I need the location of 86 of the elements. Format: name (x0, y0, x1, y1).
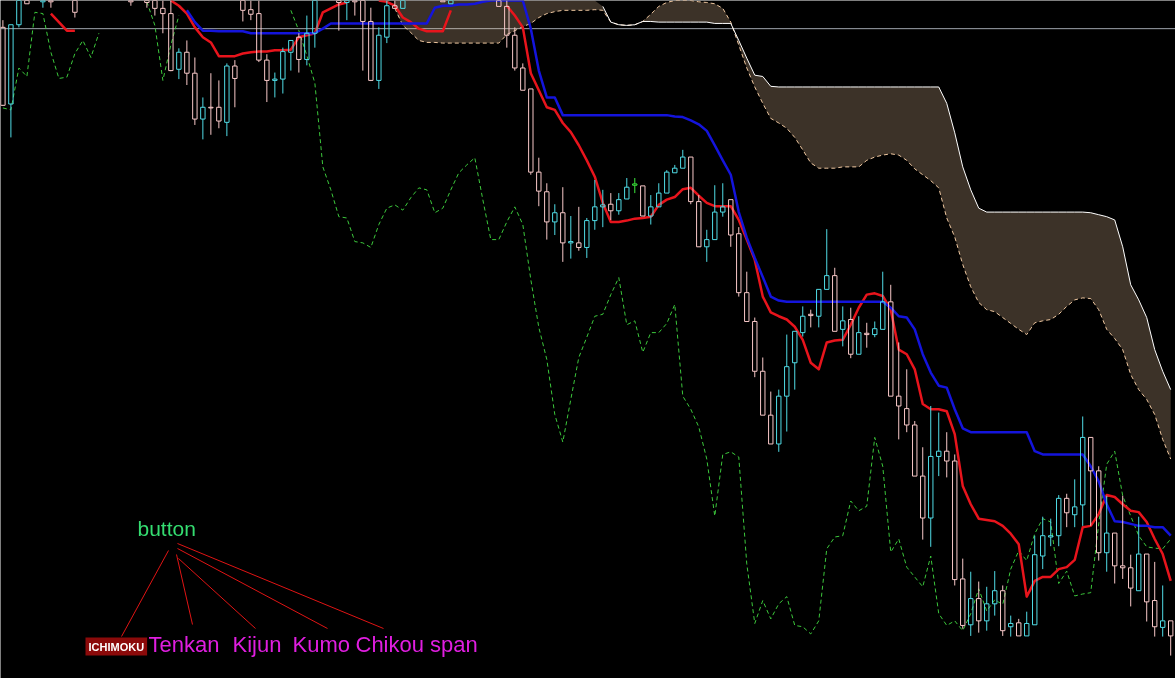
candlestick (592, 179, 598, 231)
candlestick (504, 0, 510, 49)
candlestick (1024, 611, 1030, 637)
candlestick (1000, 584, 1006, 637)
candlestick (896, 341, 902, 440)
annotation: Chikou span (355, 632, 478, 657)
candlestick (536, 157, 542, 207)
candlestick (944, 431, 950, 478)
candlestick (816, 288, 822, 328)
candlestick (744, 271, 750, 322)
candlestick (152, 0, 158, 17)
candlestick (280, 47, 286, 95)
candlestick (864, 322, 870, 349)
candlestick (1136, 516, 1142, 592)
annotation: Kumo (292, 632, 350, 657)
candlestick (296, 32, 302, 74)
annotation: button (137, 517, 196, 540)
annotation: Kijun (232, 632, 282, 657)
candlestick (312, 0, 318, 49)
candlestick (1056, 494, 1062, 547)
candlestick (400, 0, 406, 9)
candlestick (1088, 436, 1094, 527)
candlestick (888, 284, 894, 397)
candlestick (984, 586, 990, 632)
candlestick (224, 62, 230, 137)
candlestick (960, 558, 966, 630)
candlestick (840, 305, 846, 347)
candlestick (624, 177, 630, 200)
candlestick (208, 72, 214, 136)
candlestick (1144, 553, 1150, 623)
candlestick (160, 0, 166, 34)
candlestick (1112, 532, 1118, 585)
candlestick (856, 315, 862, 355)
candlestick (920, 446, 926, 541)
candlestick (936, 412, 942, 477)
annotation: ICHIMOKU (88, 640, 145, 653)
candlestick (192, 56, 198, 126)
candlestick (1032, 535, 1038, 626)
candlestick (8, 24, 14, 138)
candlestick (728, 199, 734, 248)
candlestick (16, 0, 22, 28)
candlestick (1104, 495, 1110, 573)
candlestick (264, 53, 270, 103)
candlestick (968, 571, 974, 637)
candlestick (1128, 554, 1134, 607)
annotation: Tenkan (148, 632, 220, 657)
candlestick (760, 357, 766, 416)
candlestick (576, 206, 582, 252)
candlestick (272, 72, 278, 98)
candlestick (600, 189, 606, 228)
candlestick (360, 0, 366, 72)
candlestick (800, 305, 806, 338)
candlestick (1152, 561, 1158, 638)
candlestick (496, 0, 502, 7)
candlestick (1040, 516, 1046, 570)
candlestick (288, 39, 294, 72)
candlestick (656, 182, 662, 208)
candlestick (784, 334, 790, 433)
candlestick (256, 0, 262, 63)
candlestick (640, 185, 646, 217)
candlestick (608, 192, 614, 221)
candlestick (568, 215, 574, 260)
candlestick (216, 79, 222, 129)
candlestick (712, 184, 718, 241)
candlestick (184, 39, 190, 86)
candlestick (1072, 478, 1078, 528)
candlestick (176, 47, 182, 80)
candlestick (1120, 495, 1126, 580)
candlestick (704, 229, 710, 263)
candlestick (560, 186, 566, 263)
candlestick (880, 271, 886, 330)
candlestick (1080, 415, 1086, 527)
candlestick (200, 96, 206, 140)
candlestick (248, 0, 254, 21)
candlestick (232, 59, 238, 108)
candlestick (1160, 584, 1166, 638)
candlestick (928, 405, 934, 548)
candlestick (768, 391, 774, 445)
candlestick (824, 228, 830, 290)
candlestick (240, 0, 246, 22)
candlestick (976, 581, 982, 634)
candlestick (792, 330, 798, 391)
candlestick (1168, 620, 1174, 657)
candlestick (672, 164, 678, 174)
candlestick (72, 0, 78, 19)
candlestick (992, 570, 998, 617)
